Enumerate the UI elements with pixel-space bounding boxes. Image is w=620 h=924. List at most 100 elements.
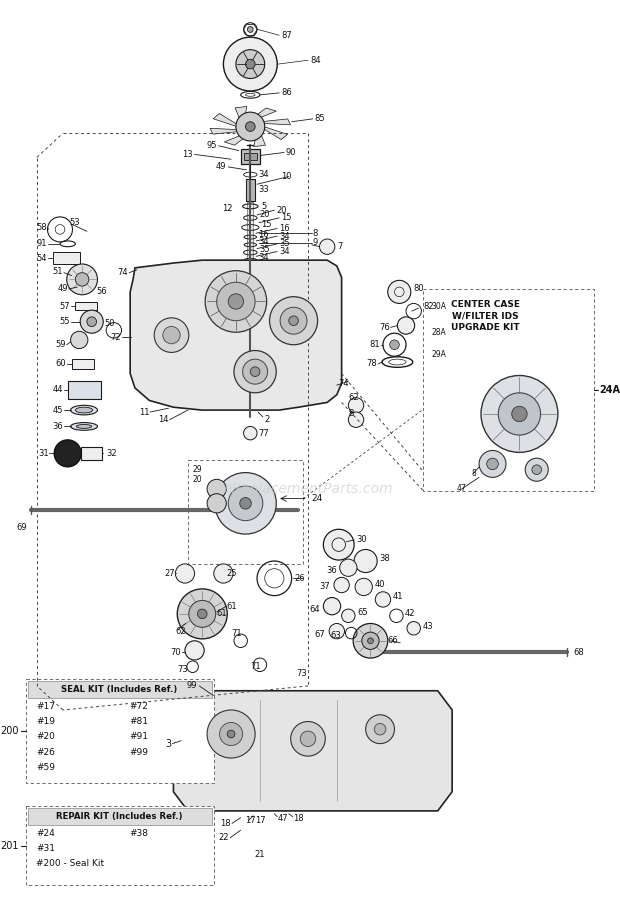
- Text: 60: 60: [55, 359, 66, 369]
- Text: 37: 37: [319, 582, 330, 591]
- Text: 55: 55: [59, 317, 69, 326]
- Text: 70: 70: [170, 648, 181, 657]
- Text: 87: 87: [281, 30, 292, 40]
- Text: 85: 85: [315, 115, 326, 124]
- Text: 24: 24: [311, 494, 322, 503]
- Circle shape: [244, 427, 257, 440]
- Circle shape: [207, 493, 226, 513]
- Text: 53: 53: [69, 218, 80, 227]
- Text: 78: 78: [366, 359, 377, 369]
- Text: #99: #99: [129, 748, 148, 757]
- Text: 41: 41: [392, 592, 403, 602]
- Circle shape: [240, 497, 251, 509]
- Text: 50: 50: [104, 319, 115, 328]
- Circle shape: [368, 638, 373, 644]
- Text: #24: #24: [36, 829, 55, 837]
- Text: #31: #31: [36, 844, 55, 853]
- Text: 26: 26: [294, 574, 305, 583]
- Circle shape: [525, 458, 548, 481]
- Circle shape: [207, 480, 226, 499]
- Text: #72: #72: [129, 701, 148, 711]
- Text: 25: 25: [226, 569, 237, 578]
- Polygon shape: [174, 691, 452, 811]
- Polygon shape: [254, 131, 265, 147]
- Polygon shape: [224, 133, 250, 145]
- Text: 33: 33: [258, 185, 268, 193]
- Circle shape: [481, 375, 558, 453]
- Text: 64: 64: [309, 604, 319, 614]
- Text: #38: #38: [129, 829, 148, 837]
- Ellipse shape: [76, 407, 92, 413]
- Circle shape: [354, 550, 377, 573]
- Text: eReplacementParts.com: eReplacementParts.com: [223, 482, 392, 496]
- Circle shape: [291, 722, 326, 756]
- Text: #81: #81: [129, 717, 148, 726]
- Text: 16: 16: [258, 230, 268, 238]
- Text: 200: 200: [0, 726, 19, 736]
- Circle shape: [80, 310, 104, 334]
- Circle shape: [329, 624, 345, 638]
- Bar: [29, 681, 212, 699]
- Text: 73: 73: [177, 665, 188, 675]
- Circle shape: [319, 239, 335, 254]
- Circle shape: [375, 591, 391, 607]
- Circle shape: [289, 316, 298, 325]
- Text: #59: #59: [36, 763, 55, 772]
- Text: 5: 5: [261, 201, 266, 211]
- Polygon shape: [210, 128, 241, 134]
- Text: #17: #17: [36, 701, 55, 711]
- Circle shape: [340, 559, 357, 577]
- Circle shape: [223, 37, 277, 91]
- Circle shape: [163, 326, 180, 344]
- Text: 91: 91: [36, 239, 46, 249]
- Text: 45: 45: [52, 406, 63, 415]
- Circle shape: [397, 317, 415, 334]
- Text: 35: 35: [259, 245, 270, 254]
- Text: 29A: 29A: [431, 350, 446, 359]
- Ellipse shape: [71, 422, 97, 431]
- Text: 14: 14: [158, 415, 169, 424]
- Text: 7: 7: [337, 242, 342, 251]
- Text: 15: 15: [281, 213, 291, 223]
- Text: 54: 54: [36, 254, 46, 262]
- Circle shape: [228, 730, 235, 738]
- Bar: [246, 179, 255, 201]
- Circle shape: [207, 710, 255, 758]
- Circle shape: [348, 397, 364, 413]
- Text: 11: 11: [139, 407, 149, 417]
- Circle shape: [175, 564, 195, 583]
- Text: 61: 61: [216, 609, 228, 618]
- Circle shape: [236, 112, 265, 141]
- Ellipse shape: [76, 424, 92, 429]
- Circle shape: [353, 624, 388, 658]
- Bar: [81, 446, 102, 460]
- Bar: [244, 152, 257, 160]
- Bar: [247, 202, 253, 337]
- Circle shape: [228, 294, 244, 310]
- Text: #200 - Seal Kit: #200 - Seal Kit: [36, 859, 104, 869]
- Polygon shape: [213, 114, 237, 127]
- Circle shape: [247, 27, 253, 32]
- Text: 22: 22: [219, 833, 229, 843]
- Circle shape: [197, 609, 207, 619]
- Text: 17: 17: [255, 816, 266, 825]
- Text: 47: 47: [277, 814, 288, 823]
- Circle shape: [242, 359, 268, 384]
- Circle shape: [388, 280, 411, 303]
- Circle shape: [71, 332, 88, 348]
- Text: 82: 82: [423, 302, 434, 310]
- Polygon shape: [260, 119, 291, 125]
- Text: 29: 29: [193, 465, 202, 474]
- Text: 31: 31: [38, 449, 48, 458]
- Text: 59: 59: [55, 340, 66, 349]
- Text: 201: 201: [0, 841, 19, 850]
- Bar: [73, 359, 94, 369]
- Text: 8: 8: [471, 469, 476, 478]
- Circle shape: [334, 578, 349, 592]
- Circle shape: [390, 340, 399, 349]
- Text: 67: 67: [314, 629, 326, 638]
- Text: 56: 56: [97, 287, 107, 297]
- Text: 34: 34: [279, 247, 290, 256]
- Text: 2: 2: [265, 415, 270, 424]
- Text: 47: 47: [457, 484, 467, 493]
